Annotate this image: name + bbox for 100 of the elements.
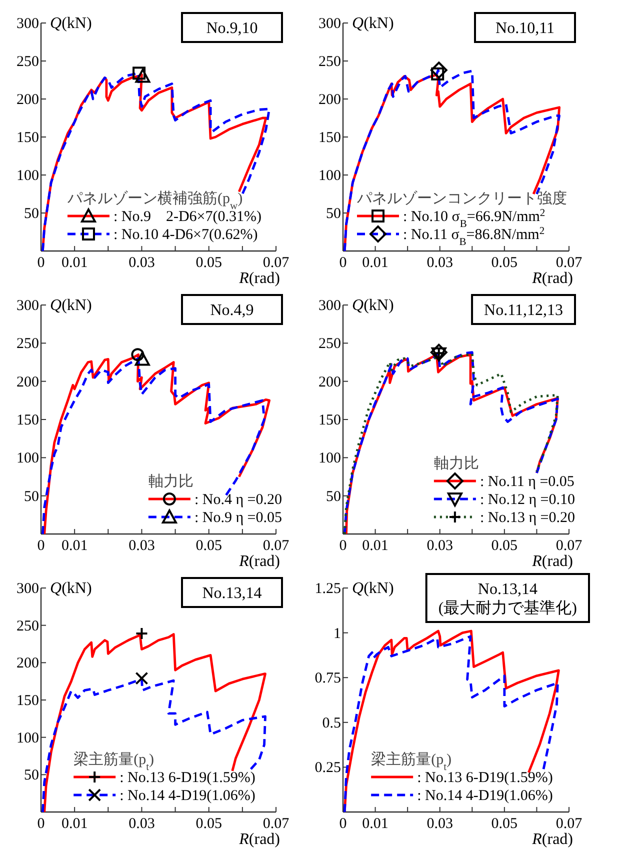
y-tick-label: 250 [16,336,39,352]
y-tick-label: 300 [318,298,341,314]
y-tick-label: 150 [16,130,39,146]
chart-title: No.13,14 [202,585,262,602]
x-tick-label: 0 [37,816,45,832]
x-axis-title: R(rad) [531,270,573,287]
x-axis-title: R(rad) [531,831,573,848]
chart-title: No.9,10 [206,20,258,37]
x-tick-label: 0.05 [491,255,518,271]
x-axis-title: R(rad) [238,270,280,287]
y-axis-title: Q(kN) [352,15,394,32]
x-tick-label: 0.05 [491,538,518,554]
y-tick-label: 50 [24,488,39,505]
y-tick-label: 250 [318,54,341,70]
x-tick-label: 0 [37,538,45,554]
x-tick-label: 0.01 [362,538,388,554]
x-tick-label: 0.03 [426,816,453,832]
y-tick-label: 250 [16,618,39,634]
chart-title: No.4,9 [210,302,254,319]
legend-label: : No.11 η =0.05 [480,474,574,490]
y-tick-label: 250 [318,336,341,352]
x-tick-label: 0.03 [128,538,155,554]
x-tick-label: 0.03 [426,255,453,271]
x-tick-label: 0.01 [61,255,88,271]
legend-label: : No.9 η =0.05 [194,510,282,526]
legend-label: : No.9 2-D6×7(0.31%) [113,209,262,225]
y-tick-label: 150 [16,412,39,428]
legend-label: : No.12 η =0.10 [480,492,575,508]
line-series [41,678,266,814]
y-tick-label: 100 [318,450,341,467]
x-tick-label: 0.01 [61,816,88,832]
legend-label: : No.13 6-D19(1.59%) [120,770,256,786]
x-tick-label: 0 [339,816,347,832]
line-series [43,633,266,814]
x-tick-label: 0.07 [556,538,583,554]
y-tick-label: 300 [318,16,341,32]
y-tick-label: 250 [16,54,39,70]
y-tick-label: 1.25 [314,581,341,597]
x-tick-label: 0.01 [61,538,88,554]
x-tick-label: 0.07 [556,816,583,832]
legend-title: パネルゾーン横補強筋(p$_{w}$) [66,190,243,212]
legend-title: 軸力比 [434,455,479,472]
x-axis-title: R(rad) [238,553,280,570]
x-tick-label: 0.05 [196,255,222,271]
y-axis-title: Q(kN) [50,580,92,597]
y-tick-label: 0.5 [322,715,341,732]
legend-label: : No.10 4-D6×7(0.62%) [113,227,258,243]
y-tick-label: 200 [318,92,341,108]
x-tick-label: 0.03 [426,538,453,554]
legend-label: : No.4 η =0.20 [194,492,282,508]
y-tick-label: 150 [16,693,39,709]
x-tick-label: 0.07 [262,255,290,271]
x-tick-label: 0.07 [262,816,290,832]
y-tick-label: 50 [326,206,341,222]
y-tick-label: 1 [334,626,341,642]
chart-title: No.11,12,13 [484,302,563,319]
x-tick-label: 0.01 [362,255,388,271]
y-tick-label: 200 [16,92,39,108]
y-tick-label: 150 [318,130,341,146]
x-tick-label: 0.07 [556,255,583,271]
x-tick-label: 0.05 [196,816,222,832]
x-tick-label: 0.07 [262,538,290,554]
y-tick-label: 0.25 [314,760,341,776]
legend-label: : No.14 4-D19(1.06%) [120,788,256,804]
y-tick-label: 200 [16,656,39,672]
legend-title: パネルゾーンコンクリート強度 [356,190,567,207]
x-tick-label: 0.01 [362,816,388,832]
y-axis-title: Q(kN) [352,297,394,314]
legend-title: 梁主筋量(p$_{t}$) [371,751,452,772]
y-tick-label: 100 [16,450,39,467]
y-tick-label: 50 [24,768,39,784]
x-tick-label: 0.05 [491,816,518,832]
y-tick-label: 100 [16,730,39,746]
y-tick-label: 50 [24,206,39,222]
y-axis-title: Q(kN) [352,580,394,597]
legend-title: 軸力比 [148,473,194,490]
y-tick-label: 0.75 [314,670,341,687]
y-axis-title: Q(kN) [50,297,92,314]
chart-title: No.10,11 [496,20,554,37]
x-tick-label: 0 [339,255,347,271]
x-tick-label: 0.03 [128,255,155,271]
y-tick-label: 300 [16,581,39,597]
y-tick-label: 300 [16,16,39,32]
x-axis-title: R(rad) [531,553,573,570]
x-tick-label: 0.03 [128,816,155,832]
x-axis-title: R(rad) [238,831,280,848]
y-axis-title: Q(kN) [50,15,92,32]
chart-title: No.13,14 (最大耐力で基準化) [438,581,577,617]
legend-label: : No.14 4-D19(1.06%) [417,788,553,804]
legend-label: : No.13 η =0.20 [480,510,575,526]
y-tick-label: 200 [16,374,39,390]
y-tick-label: 150 [318,412,341,428]
x-tick-label: 0 [37,255,45,271]
legend-title: 梁主筋量(p$_{t}$) [74,751,154,772]
y-tick-label: 100 [318,168,341,184]
legend-label: : No.13 6-D19(1.59%) [417,770,553,786]
y-tick-label: 200 [318,374,341,390]
x-tick-label: 0.05 [196,538,222,554]
y-tick-label: 100 [16,168,39,184]
y-tick-label: 50 [326,488,341,505]
